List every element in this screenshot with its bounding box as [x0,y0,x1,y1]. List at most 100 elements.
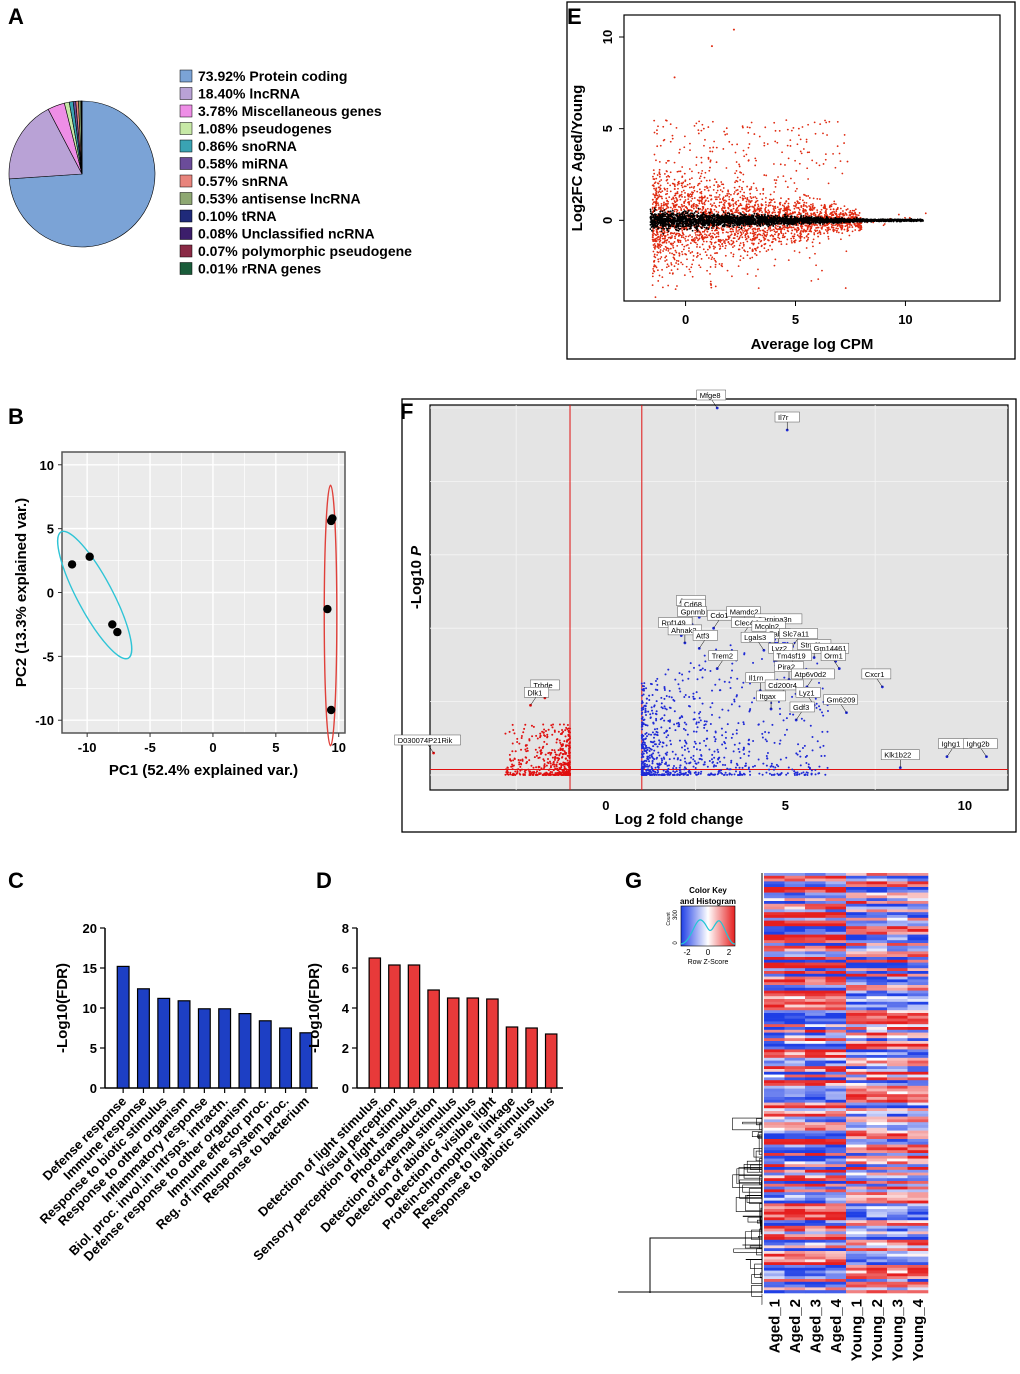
de-point [716,196,718,199]
de-point [719,189,722,191]
de-point [836,206,839,209]
de-point [785,119,788,122]
de-point [835,227,838,230]
de-point [701,198,704,201]
de-point [654,200,656,203]
de-point [666,182,669,185]
de-point [737,209,739,212]
de-point [709,186,712,188]
de-point [710,238,713,241]
de-point [658,172,661,175]
de-point [678,211,681,214]
ns-point [786,225,789,227]
data-point [85,552,94,561]
de-point [811,205,814,208]
de-point [815,227,818,229]
de-point [678,252,681,255]
de-point [706,187,708,189]
ns-point [756,224,759,227]
de-point [671,137,674,140]
de-point [740,231,743,234]
de-point [690,266,693,269]
de-point [699,208,702,210]
de-point [816,211,819,214]
ns-point [683,210,686,212]
de-point [691,275,694,278]
de-point [674,235,676,238]
de-point [753,237,756,240]
de-point [663,173,666,175]
de-point [850,224,853,227]
de-point [695,207,698,209]
de-point [792,126,795,129]
de-point [666,170,668,173]
de-point [674,288,677,291]
de-point [807,178,810,180]
de-point [792,211,794,214]
de-point [786,209,788,212]
de-point [851,226,854,228]
de-point [676,190,679,193]
de-point [720,264,723,267]
de-point [706,248,709,251]
de-point [799,234,802,237]
de-point [691,191,693,193]
de-point [811,225,813,227]
de-point [682,189,685,192]
de-point [748,143,751,145]
de-point [838,213,841,216]
de-point [680,236,683,239]
ns-point [772,215,775,218]
de-point [679,170,682,173]
de-point [658,240,661,243]
de-point [739,179,742,181]
de-point [776,141,779,144]
de-point [767,209,770,212]
de-point [691,197,694,200]
de-point [735,209,737,211]
de-point [708,179,711,182]
de-point [663,201,665,204]
de-point [653,153,656,156]
ns-point [650,229,653,232]
de-point [786,128,789,131]
de-point [778,129,781,132]
de-point [723,204,726,207]
de-point [683,201,685,203]
de-point [793,204,795,207]
de-point [675,200,678,203]
de-point [808,214,811,217]
de-point [678,195,681,198]
de-point [725,200,728,203]
de-point [658,180,661,183]
de-point [743,195,746,198]
de-point [727,241,730,244]
de-point [762,192,765,195]
legend-entry: 0.86% snoRNA [198,138,297,154]
legend-swatch [179,139,193,153]
de-point [669,206,672,209]
de-point [683,185,686,188]
de-point [778,237,781,240]
de-point [724,242,726,245]
de-point [764,201,767,204]
de-point [717,211,720,214]
de-point [760,245,763,248]
de-point [841,232,844,235]
de-point [660,244,663,247]
de-point [807,233,810,235]
de-point [773,264,776,267]
de-point [752,227,755,230]
de-point [720,227,723,229]
de-point [777,211,780,214]
x-tick-label: 5 [792,312,799,327]
de-point [684,179,687,182]
bar [197,1008,211,1089]
de-point [709,272,711,275]
de-point [652,267,655,270]
de-point [700,235,703,238]
de-point [812,197,815,200]
de-point [848,226,851,228]
de-point [728,242,731,245]
